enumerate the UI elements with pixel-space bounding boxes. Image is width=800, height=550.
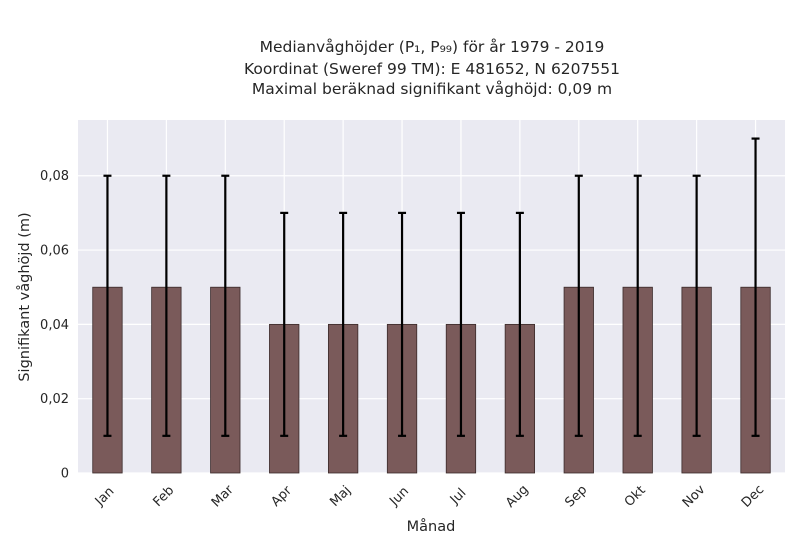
y-tick-label: 0,06 <box>40 244 69 259</box>
x-tick-label: Jul <box>447 486 469 508</box>
x-tick-label: Jan <box>92 484 117 509</box>
title-line-3: Maximal beräknad signifikant våghöjd: 0,… <box>252 80 612 98</box>
x-tick-label: Aug <box>503 482 532 511</box>
error-bar <box>162 174 171 437</box>
x-axis-ticks: Jan Feb Mar Apr Maj Jun Jul Aug Sep Okt Nov Dec <box>92 482 767 511</box>
x-tick-label: Okt <box>622 483 649 510</box>
x-tick-label: Dec <box>739 482 767 510</box>
error-bar <box>633 174 642 437</box>
error-bar <box>280 211 289 437</box>
y-tick-label: 0,02 <box>40 392 69 407</box>
error-bar <box>456 211 465 437</box>
error-bar <box>339 211 348 437</box>
x-tick-label: Nov <box>680 482 709 511</box>
plot-area <box>78 120 785 473</box>
y-tick-label: 0 <box>61 467 69 482</box>
y-axis-label: Signifikant våghöjd (m) <box>16 212 33 381</box>
chart-title: Medianvåghöjder (P₁, P₉₉) för år 1979 - … <box>244 38 620 98</box>
x-tick-label: Maj <box>327 483 354 510</box>
error-bar <box>398 211 407 437</box>
error-bar <box>574 174 583 437</box>
x-tick-label: Mar <box>209 482 237 510</box>
x-tick-label: Jun <box>386 484 412 510</box>
x-tick-label: Sep <box>562 483 590 511</box>
x-axis-label: Månad <box>407 518 456 535</box>
x-tick-label: Feb <box>150 483 177 510</box>
x-tick-label: Apr <box>268 483 295 510</box>
error-bar <box>103 174 112 437</box>
error-bar <box>692 174 701 437</box>
y-tick-label: 0,08 <box>40 169 69 184</box>
y-axis-ticks: 0 0,02 0,04 0,06 0,08 <box>40 169 69 481</box>
title-line-1: Medianvåghöjder (P₁, P₉₉) för år 1979 - … <box>260 38 605 56</box>
y-tick-label: 0,04 <box>40 318 69 333</box>
error-bars <box>103 137 760 437</box>
error-bar <box>751 137 760 437</box>
error-bar <box>221 174 230 437</box>
error-bar <box>515 211 524 437</box>
title-line-2: Koordinat (Sweref 99 TM): E 481652, N 62… <box>244 60 620 78</box>
